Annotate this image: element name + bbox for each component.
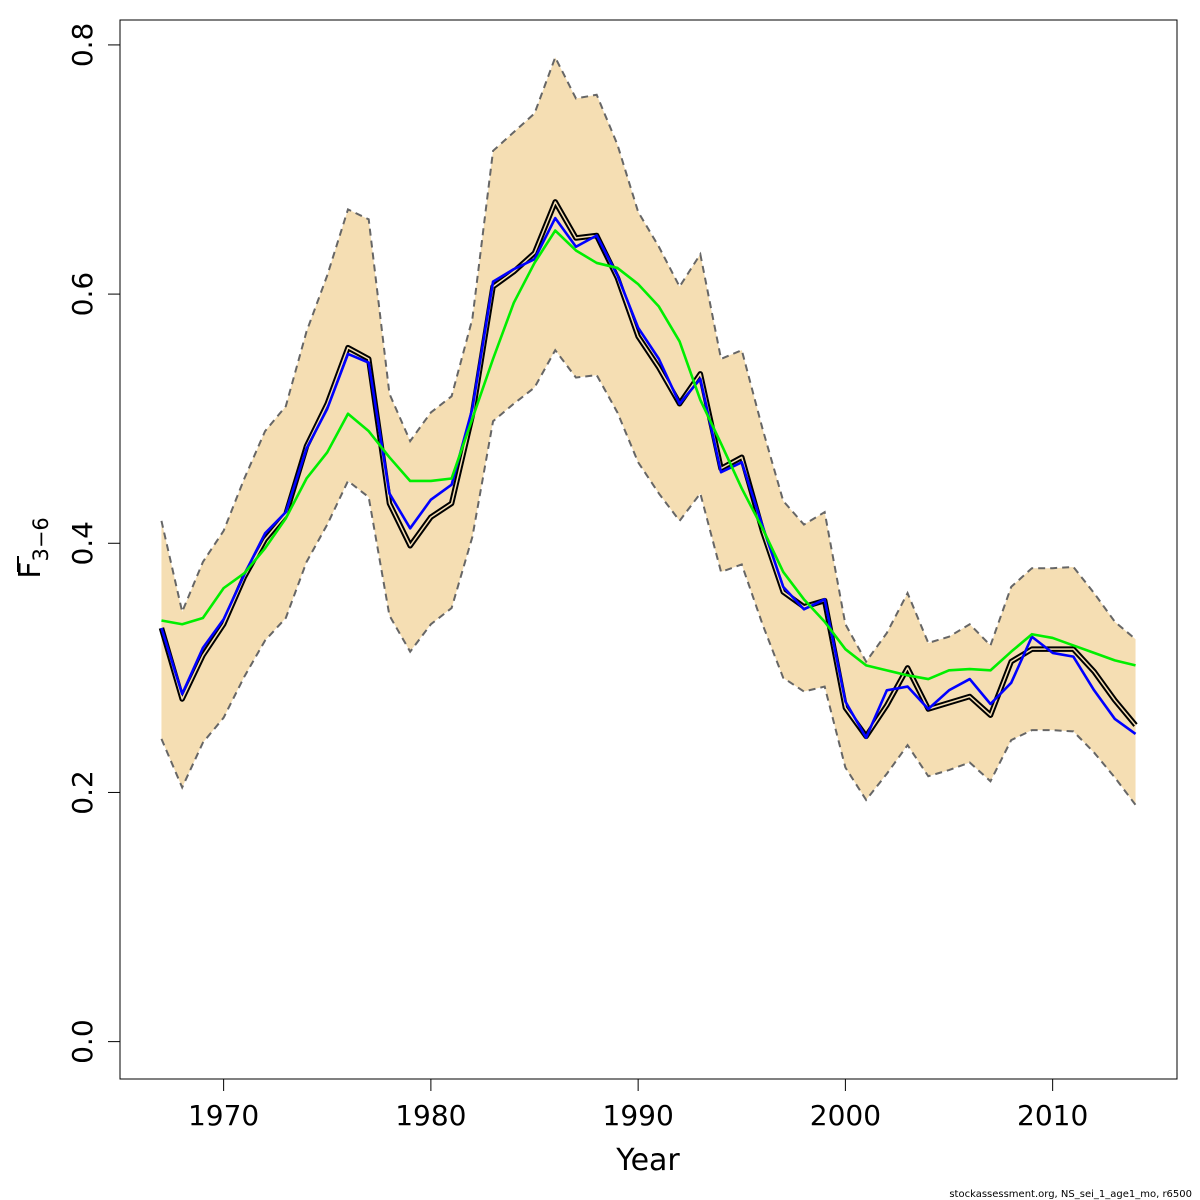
y-tick-label: 0.4 xyxy=(66,521,99,566)
series-lines xyxy=(158,199,1138,740)
y-tick-label: 0.8 xyxy=(66,23,99,68)
y-axis-title-main: F xyxy=(13,562,48,579)
x-tick-label: 2000 xyxy=(810,1099,881,1132)
x-tick-label: 1980 xyxy=(395,1099,466,1132)
x-tick-label: 2010 xyxy=(1017,1099,1088,1132)
y-tick-label: 0.0 xyxy=(66,1019,99,1064)
y-axis: 0.0 0.2 0.4 0.6 0.8 xyxy=(66,23,121,1064)
series-line-1 xyxy=(160,201,1137,738)
y-tick-label: 0.2 xyxy=(66,770,99,815)
confidence-band-upper xyxy=(160,54,1137,664)
series-line-3 xyxy=(161,229,1136,681)
footer-note: stockassessment.org, NS_sei_1_age1_mo, r… xyxy=(949,1189,1192,1200)
svg-text:F3−6: F3−6 xyxy=(13,517,53,579)
x-axis-title: Year xyxy=(615,1143,680,1178)
confidence-band xyxy=(160,54,1137,806)
x-tick-label: 1990 xyxy=(603,1099,674,1132)
confidence-band-fill xyxy=(161,57,1136,805)
confidence-band-lower xyxy=(160,348,1137,806)
y-axis-title: F3−6 xyxy=(13,517,53,579)
y-axis-title-subscript: 3−6 xyxy=(29,517,53,561)
x-axis: 1970 1980 1990 2000 2010 xyxy=(188,1078,1088,1132)
series-line-2 xyxy=(160,216,1137,739)
y-tick-label: 0.6 xyxy=(66,272,99,317)
x-tick-label: 1970 xyxy=(188,1099,259,1132)
